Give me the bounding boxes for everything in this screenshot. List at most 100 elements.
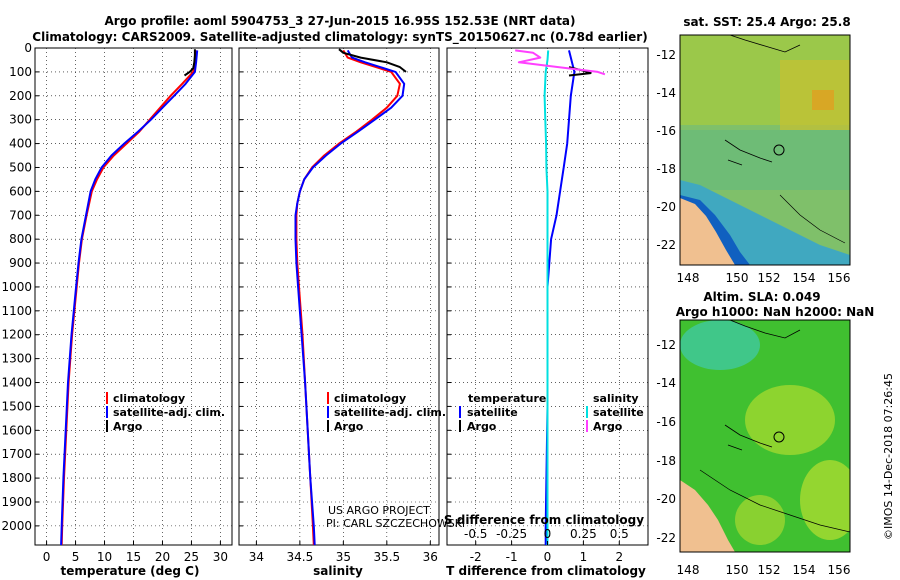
sla-lat-tick: -12 [656,338,676,352]
legend-label-climatology: climatology [334,392,406,405]
legend-label-s-argo: Argo [593,420,623,433]
sla-map-title-line1: Altim. SLA: 0.049 [703,290,820,304]
sst-island-contours [724,139,773,166]
s-diff-tick-label: 0 [544,527,552,541]
sst-lon-tick: 150 [726,271,749,285]
depth-tick-label: 1100 [1,304,32,318]
salinity-legend: climatology satellite-adj. clim. Argo [327,392,446,433]
difference-series-s-argo [515,49,606,76]
depth-tick-label: 1200 [1,328,32,342]
sla-lon-tick: 152 [758,563,781,577]
sla-lat-tick: -22 [656,531,676,545]
depth-tick-label: 1400 [1,376,32,390]
argo-float-marker-sla [773,431,785,443]
depth-tick-label: 700 [9,208,32,222]
salinity-xtick-label: 34.5 [287,550,314,564]
depth-tick-label: 1600 [1,423,32,437]
salinity-series-argo [338,48,407,73]
depth-tick-label: 1800 [1,471,32,485]
sst-lat-tick: -20 [656,200,676,214]
depth-tick-label: 300 [9,113,32,127]
sst-map-frame [679,34,851,266]
sla-lat-tick: -16 [656,415,676,429]
sla-reef-contour [729,320,801,339]
difference-xtick-label: -2 [470,550,482,564]
salinity-series-satellite-adj-clim- [294,49,406,546]
depth-tick-label: 1700 [1,447,32,461]
temperature-xtick-label: 30 [213,550,228,564]
sst-lat-tick: -18 [656,162,676,176]
depth-tick-label: 1000 [1,280,32,294]
legend-label-satellite: satellite-adj. clim. [113,406,225,419]
sst-lon-tick: 152 [758,271,781,285]
credit-pi: PI: CARL SZCZECHOWSKI [326,517,465,530]
sla-high-anomaly-mid [735,495,785,545]
grid-layer [35,47,648,545]
sla-island-contours [724,424,773,451]
figure-title-line2: Climatology: CARS2009. Satellite-adjuste… [32,30,648,44]
temperature-series-argo [183,49,196,77]
sst-shelf-contour [779,194,846,244]
sla-lon-tick: 156 [828,563,851,577]
sst-lat-tick: -12 [656,48,676,62]
depth-tick-label: 600 [9,184,32,198]
depth-tick-label: 500 [9,160,32,174]
temperature-xtick-label: 25 [184,550,199,564]
difference-xtick-label: 1 [580,550,588,564]
sla-lon-tick: 150 [726,563,749,577]
argo-float-marker-sst [773,144,785,156]
sla-high-anomaly [745,385,835,455]
depth-tick-label: 200 [9,89,32,103]
tick-layer: 0 5 10 15 20 25 300100200300400500600700800900… [1,41,628,564]
sla-map-title-line2: Argo h1000: NaN h2000: NaN [676,305,875,319]
depth-tick-label: 1900 [1,495,32,509]
legend-label-argo: Argo [334,420,364,433]
sla-high-anomaly-south [800,460,850,540]
difference-xtick-label: 0 [544,550,552,564]
difference-legend: temperature satellite Argo salinity sate… [459,392,644,433]
sst-lat-tick: -22 [656,238,676,252]
depth-tick-label: 800 [9,232,32,246]
sst-lon-tick: 156 [828,271,851,285]
salinity-xtick-label: 36 [423,550,438,564]
legend-label-t-satellite: satellite [467,406,518,419]
sla-shelf-contour [699,469,850,533]
temperature-xtick-label: 15 [126,550,141,564]
legend-label-climatology: climatology [113,392,185,405]
temperature-xtick-label: 20 [155,550,170,564]
sst-lon-tick: 148 [677,271,700,285]
legend-label-s-satellite: satellite [593,406,644,419]
legend-label-satellite: satellite-adj. clim. [334,406,446,419]
legend-label-t-argo: Argo [467,420,497,433]
sst-lon-tick: 154 [793,271,816,285]
sla-land [680,480,735,552]
s-difference-axis-label: S difference from climatology [444,513,644,527]
temperature-xtick-label: 10 [97,550,112,564]
sst-lat-tick: -16 [656,124,676,138]
sla-map [680,320,850,552]
salinity-xtick-label: 35.5 [373,550,400,564]
temperature-axis-label: temperature (deg C) [61,564,200,578]
sla-lat-tick: -18 [656,454,676,468]
sst-reef-contour [729,35,801,53]
sst-map [680,35,850,265]
sst-map-ticks: -12 -14 -16 -18 -20 -22 148 150 152 154 … [656,48,850,285]
depth-tick-label: 1300 [1,352,32,366]
salinity-axis-label: salinity [313,564,363,578]
difference-xtick-label: -1 [506,550,518,564]
salinity-series-climatology [295,49,401,546]
depth-tick-label: 100 [9,65,32,79]
s-diff-tick-label: 0.5 [610,527,629,541]
depth-tick-label: 900 [9,256,32,270]
sst-lat-tick: -14 [656,86,676,100]
sla-lon-tick: 148 [677,563,700,577]
t-difference-axis-label: T difference from climatology [446,564,646,578]
depth-tick-label: 2000 [1,519,32,533]
figure-title-line1: Argo profile: aoml 5904753_3 27-Jun-2015… [104,14,576,28]
legend-title-salinity: salinity [593,392,639,405]
sla-lat-tick: -14 [656,376,676,390]
s-diff-tick-label: 0.25 [570,527,597,541]
imos-stamp: ©IMOS 14-Dec-2018 07:26:45 [882,373,895,540]
salinity-panel-frame [238,47,440,546]
